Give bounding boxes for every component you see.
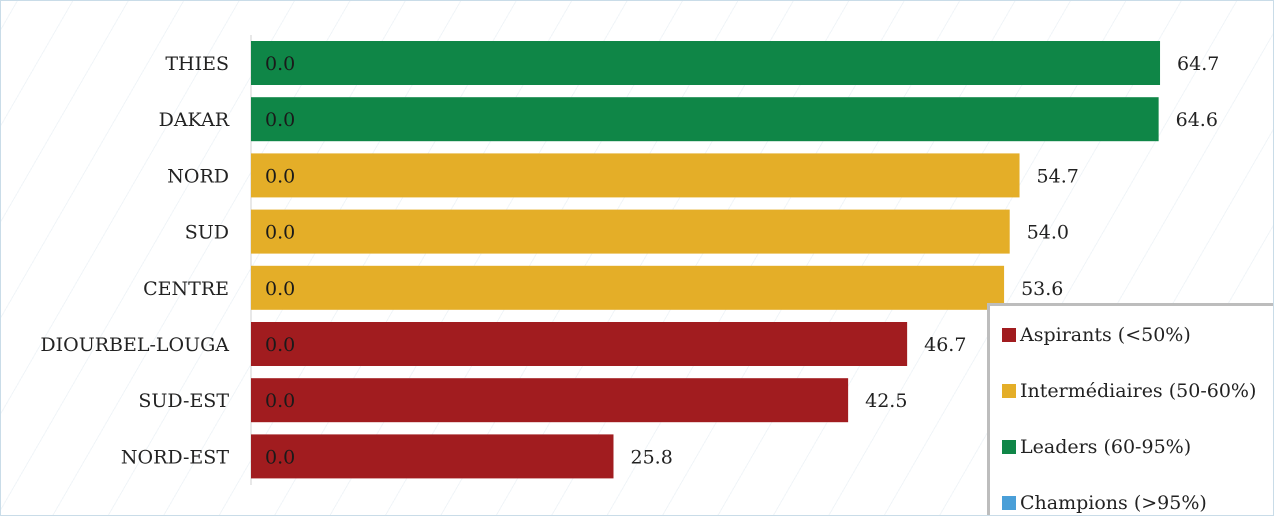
legend-swatch-champions [1002,496,1016,510]
bar-nord [251,153,1020,198]
category-label-centre: CENTRE [143,278,229,300]
value-label-sud-est: 42.5 [865,390,907,412]
inner-label-diourbel-louga: 0.0 [265,334,295,356]
legend-label-leaders: Leaders (60-95%) [1020,436,1192,458]
inner-label-sud-est: 0.0 [265,390,295,412]
bar-diourbel-louga [251,322,908,366]
legend-item-champions: Champions (>95%) [1002,492,1207,514]
value-label-nord-est: 25.8 [630,446,672,468]
category-label-sud-est: SUD-EST [138,390,229,412]
legend-label-intermediaires: Intermédiaires (50-60%) [1020,380,1257,402]
value-label-centre: 53.6 [1021,278,1063,300]
bar-sud [251,209,1010,254]
bar-thies [251,41,1161,85]
value-label-dakar: 64.6 [1176,109,1218,131]
category-label-dakar: DAKAR [159,109,230,131]
bar-nord-est [251,434,614,479]
inner-label-nord: 0.0 [265,165,295,187]
legend: Aspirants (<50%) Intermédiaires (50-60%)… [987,303,1273,515]
category-label-thies: THIES [165,53,229,75]
inner-label-centre: 0.0 [265,278,295,300]
legend-item-leaders: Leaders (60-95%) [1002,436,1191,458]
legend-item-aspirants: Aspirants (<50%) [1002,324,1191,346]
inner-label-nord-est: 0.0 [265,446,295,468]
legend-swatch-aspirants [1002,328,1016,342]
value-label-diourbel-louga: 46.7 [924,334,966,356]
value-label-nord: 54.7 [1037,165,1079,187]
legend-swatch-leaders [1002,440,1016,454]
inner-label-thies: 0.0 [265,53,295,75]
value-label-sud: 54.0 [1027,222,1069,244]
legend-label-aspirants: Aspirants (<50%) [1020,324,1191,346]
inner-label-sud: 0.0 [265,222,295,244]
category-label-nord-est: NORD-EST [121,446,229,468]
bars-layer: THIES 0.0 64.7 DAKAR 0.0 64.6 NORD 0.0 54.7 SUD 0.… [40,41,1219,479]
inner-label-dakar: 0.0 [265,109,295,131]
bar-dakar [251,97,1159,142]
category-label-sud: SUD [185,222,229,244]
category-label-diourbel-louga: DIOURBEL-LOUGA [40,334,229,356]
category-label-nord: NORD [167,165,229,187]
legend-swatch-intermediaires [1002,384,1016,398]
bar-sud-est [251,378,849,423]
legend-item-intermediaires: Intermédiaires (50-60%) [1002,380,1256,402]
bar-centre [251,265,1005,310]
value-label-thies: 64.7 [1177,53,1219,75]
legend-label-champions: Champions (>95%) [1020,492,1207,514]
